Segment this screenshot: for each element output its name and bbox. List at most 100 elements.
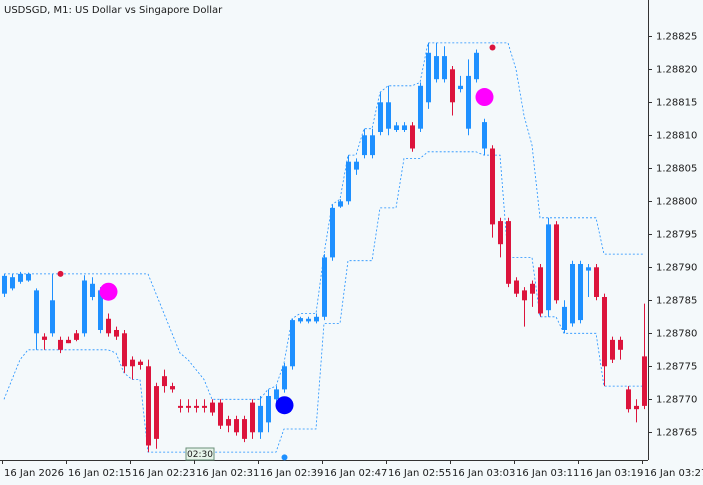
candle-body [490, 148, 495, 225]
candle-body [50, 300, 55, 334]
chart-title: USDSGD, M1: US Dollar vs Singapore Dolla… [4, 5, 223, 16]
candle-body [266, 395, 271, 423]
candle-body [570, 263, 575, 324]
signal-marker [275, 396, 294, 415]
y-tick-label: 1.28780 [656, 329, 697, 340]
candle-body [306, 318, 311, 322]
candle-body [90, 283, 95, 297]
y-tick-label: 1.28770 [656, 395, 697, 406]
time-marker-label: 02:30 [187, 450, 213, 460]
candle-body [274, 389, 279, 400]
candle-body [114, 329, 119, 337]
candle-body [154, 386, 159, 439]
candle-body [218, 402, 223, 426]
y-tick-label: 1.28805 [656, 164, 697, 175]
y-tick-label: 1.28775 [656, 362, 697, 373]
x-tick-label: 16 Jan 02:15 [68, 468, 131, 479]
candle-body [58, 339, 63, 350]
candle-body [138, 361, 143, 365]
candle-body [170, 386, 175, 390]
candle-body [250, 402, 255, 433]
y-tick-label: 1.28785 [656, 296, 697, 307]
candle-body [2, 275, 7, 294]
y-tick-label: 1.28765 [656, 428, 697, 439]
x-tick-label: 16 Jan 03:11 [516, 468, 579, 479]
candle-body [618, 339, 623, 350]
y-tick-label: 1.28800 [656, 197, 697, 208]
candle-body [522, 290, 527, 301]
candle-body [642, 356, 647, 406]
candle-body [42, 336, 47, 340]
candle-body [242, 419, 247, 439]
candle-body [210, 402, 215, 413]
x-tick-label: 16 Jan 03:27 [644, 468, 703, 479]
time-marker-box [185, 447, 215, 461]
candle-body [354, 161, 359, 170]
y-tick-label: 1.28790 [656, 263, 697, 274]
candle-body [634, 405, 639, 410]
candle-body [402, 125, 407, 131]
candle-body [26, 273, 31, 281]
candle-body [74, 333, 79, 340]
candle-body [442, 56, 447, 80]
y-tick-label: 1.28820 [656, 65, 697, 76]
candle-body [314, 316, 319, 322]
candle-body [330, 207, 335, 258]
candle-body [482, 122, 487, 149]
candle-body [466, 75, 471, 129]
candle-body [18, 273, 23, 282]
candle-body [514, 280, 519, 294]
candle-body [434, 56, 439, 80]
candle-body [202, 405, 207, 408]
candle-body [34, 290, 39, 334]
candle-body [626, 389, 631, 410]
x-tick-label: 16 Jan 02:55 [388, 468, 451, 479]
candle-body [426, 52, 431, 103]
candle-body [450, 69, 455, 103]
candle-body [122, 333, 127, 367]
candle-body [226, 419, 231, 426]
candle-body [418, 85, 423, 129]
x-tick-label: 16 Jan 2026 [4, 468, 64, 479]
candle-body [554, 224, 559, 301]
signal-marker [57, 270, 64, 277]
candle-body [322, 257, 327, 317]
candle-body [338, 201, 343, 207]
candle-body [186, 405, 191, 408]
candle-body [298, 318, 303, 322]
candle-body [162, 376, 167, 387]
candle-body [194, 405, 199, 408]
candle-body [410, 125, 415, 149]
x-tick-label: 16 Jan 02:39 [260, 468, 323, 479]
candle-body [282, 366, 287, 390]
candle-body [386, 102, 391, 129]
candle-body [66, 339, 71, 344]
candle-body [610, 339, 615, 360]
candle-body [586, 267, 591, 271]
y-tick-label: 1.28795 [656, 230, 697, 241]
candle-body [530, 283, 535, 294]
candle-body [234, 419, 239, 433]
candle-body [290, 320, 295, 367]
candle-body [362, 135, 367, 156]
candle-body [562, 306, 567, 330]
candle-body [10, 277, 15, 289]
candle-body [474, 52, 479, 80]
candle-body [98, 290, 103, 330]
candle-body [106, 318, 111, 334]
signal-marker [475, 88, 494, 107]
x-tick-label: 16 Jan 02:31 [196, 468, 259, 479]
candle-body [394, 125, 399, 131]
candle-body [146, 366, 151, 446]
signal-marker [489, 44, 496, 51]
candle-body [578, 263, 583, 321]
signal-marker [99, 282, 118, 301]
candle-body [378, 102, 383, 132]
x-tick-label: 16 Jan 02:47 [324, 468, 387, 479]
candle-body [258, 405, 263, 433]
x-tick-label: 16 Jan 03:03 [452, 468, 515, 479]
candle-body [506, 221, 511, 284]
candle-body [370, 135, 375, 156]
